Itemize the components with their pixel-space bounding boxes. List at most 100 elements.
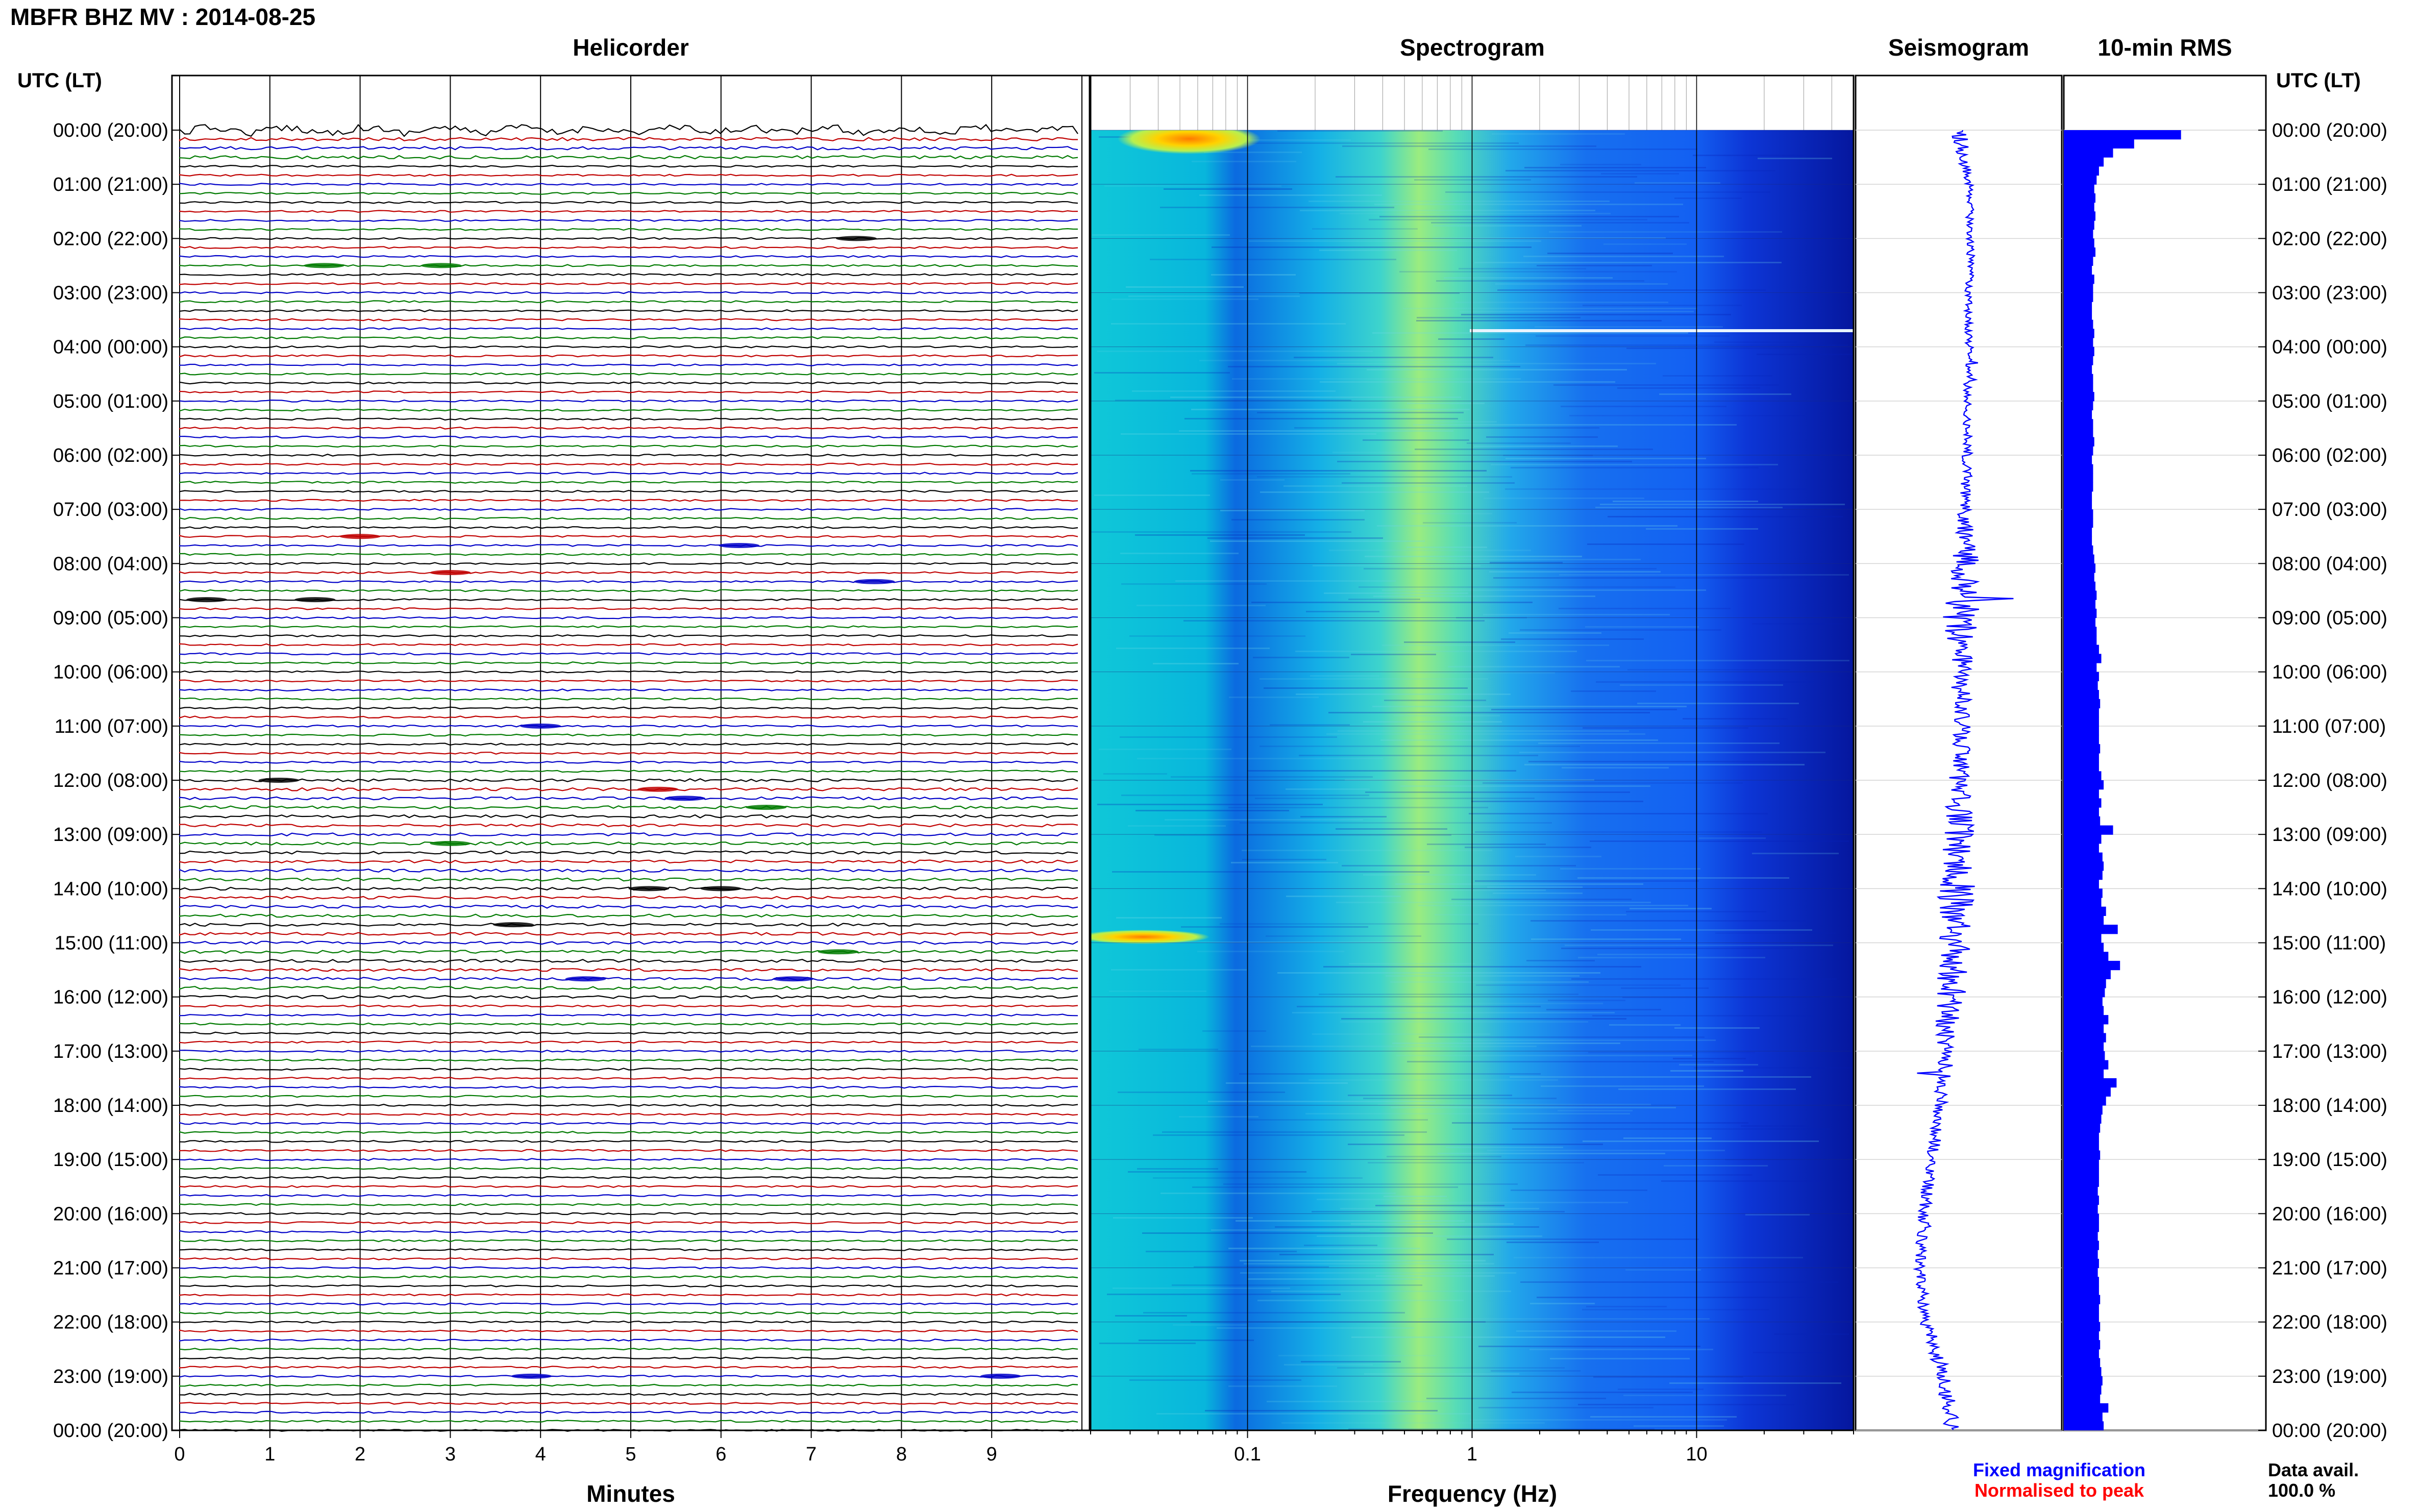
helicorder-trace-line (179, 137, 1078, 142)
helicorder-trace-line (179, 201, 1078, 204)
spectrogram-texture-band (1192, 1186, 1458, 1188)
rms-bar (2064, 608, 2097, 618)
spectrogram-texture-band (1220, 510, 1365, 511)
spectrogram-texture-band (1487, 886, 1583, 888)
rms-bar (2064, 1340, 2101, 1350)
spectrogram-texture-band (1142, 1232, 1433, 1234)
rms-bar (2064, 1295, 2101, 1304)
spectrogram-texture-band (1630, 908, 1712, 909)
page-title: MBFR BHZ MV : 2014-08-25 (10, 4, 316, 30)
spectrogram-texture-band (1670, 1070, 1743, 1072)
rms-bar (2064, 1078, 2117, 1088)
spectrogram-x-axis: 0.1 1 10 (1234, 1444, 1707, 1465)
spectrogram-texture-band (1137, 758, 1383, 759)
rms-bar (2064, 581, 2095, 591)
spectrogram-texture-band (1560, 164, 1641, 165)
spectrogram-texture-band (1514, 1257, 1803, 1258)
left-time-tick-label: 16:00 (12:00) (53, 987, 168, 1008)
spectrogram-texture-band (1511, 467, 1759, 468)
spectrogram-texture-band (1336, 902, 1651, 903)
spectrogram-texture-band (1184, 418, 1458, 419)
spectrogram-texture-band (1116, 917, 1222, 919)
spectrogram-texture-band (1511, 1189, 1647, 1191)
helicorder-trace-line (179, 282, 1078, 285)
rms-bar (2064, 139, 2134, 148)
spectrogram-texture-band (1161, 1193, 1396, 1194)
helicorder-trace-line (179, 526, 1078, 529)
helicorder-trace-line (179, 968, 1078, 972)
spectrogram-texture-band (1714, 341, 1797, 343)
spectrogram-texture-band (1476, 984, 1681, 986)
rms-bar (2064, 464, 2093, 474)
spectrogram-texture-band (1115, 1315, 1187, 1317)
helicorder-trace-line (179, 913, 1078, 918)
spectrogram-texture-band (1132, 390, 1336, 392)
spectrogram-texture-band (1342, 145, 1596, 147)
helicorder-trace-line (179, 778, 1078, 782)
spectrogram-texture-band (1348, 1144, 1603, 1145)
spectrogram-texture-band (1097, 804, 1323, 805)
helicorder-trace-line (179, 1068, 1078, 1071)
spectrogram-texture-band (1613, 501, 1758, 502)
helicorder-trace-line (179, 562, 1078, 565)
left-time-tick-label: 15:00 (11:00) (55, 933, 168, 954)
rms-bar (2064, 1223, 2099, 1232)
spectrogram-texture-band (1609, 1024, 1681, 1026)
spectrogram-texture-band (1240, 1260, 1486, 1261)
spectrogram-texture-band (1170, 396, 1461, 398)
helicorder-trace-line (179, 1031, 1078, 1035)
spectrogram-texture-band (1386, 975, 1579, 977)
spectrogram-texture-band (1490, 562, 1563, 563)
rms-bar (2064, 1168, 2099, 1178)
left-time-tick-label: 07:00 (03:00) (53, 499, 168, 520)
spectrogram-texture-band (1391, 1107, 1676, 1108)
spectrogram-texture-band (1491, 1370, 1581, 1372)
spectrogram-texture-band (1484, 498, 1644, 499)
spectrogram-texture-band (1407, 403, 1485, 404)
spectrogram-texture-band (1292, 1012, 1615, 1013)
spectrogram-texture-band (1369, 219, 1647, 220)
rms-bar (2064, 527, 2092, 537)
spectrogram-texture-band (1118, 1092, 1285, 1093)
spectrogram-texture-band (1281, 1422, 1545, 1424)
right-time-tick-label: 03:00 (23:00) (2272, 283, 2387, 304)
spectrogram-texture-band (1240, 1272, 1516, 1274)
spectrogram-texture-band (1699, 837, 1766, 839)
helicorder-trace-line (179, 1257, 1078, 1260)
helicorder-trace-line (179, 1311, 1078, 1315)
spectrogram-texture-band (1351, 654, 1436, 655)
spectrogram-texture-band (1275, 1226, 1539, 1228)
spectrogram-texture-band (1583, 305, 1742, 306)
helicorder-trace-line (179, 733, 1078, 737)
spectrogram-texture-band (1113, 1287, 1290, 1289)
spectrogram-texture-band (1228, 1385, 1337, 1387)
spectrogram-texture-band (1137, 1168, 1218, 1170)
spectrogram-texture-band (1192, 473, 1350, 475)
rms-bar (2064, 1141, 2099, 1151)
helicorder-trace-line (179, 787, 1078, 791)
spectrogram-texture-band (1155, 941, 1406, 943)
spectrogram-texture-band (1487, 1150, 1725, 1151)
spectrogram-texture-band (1547, 253, 1673, 254)
helicorder-trace-line (179, 877, 1078, 882)
rms-bar (2064, 1376, 2103, 1386)
spectrogram-texture-band (1294, 427, 1599, 429)
spectrogram-texture-band (1745, 1214, 1810, 1216)
helicorder-trace-line (179, 1347, 1078, 1351)
right-time-tick-label: 23:00 (19:00) (2272, 1366, 2387, 1387)
spectrogram-texture-band (1173, 1324, 1248, 1326)
spectrogram-texture-band (1305, 1113, 1630, 1114)
rms-bar (2064, 915, 2104, 925)
spectrogram-texture-band (1156, 1413, 1471, 1415)
spectrogram-texture-band (1489, 571, 1661, 573)
spectrogram-texture-band (1309, 201, 1610, 202)
spectrogram-texture-band (1413, 424, 1737, 426)
left-time-tick-label: 23:00 (19:00) (53, 1366, 168, 1387)
spectrogram-texture-band (1340, 1208, 1539, 1209)
spectrogram-texture-band (1505, 170, 1775, 171)
spectrogram-texture-band (1634, 1425, 1724, 1427)
spectrogram-texture-band (1596, 681, 1814, 683)
spectrogram-texture-band (1340, 213, 1611, 214)
spectrogram-texture-band (1220, 923, 1478, 925)
spectrogram-texture-band (1577, 877, 1789, 879)
